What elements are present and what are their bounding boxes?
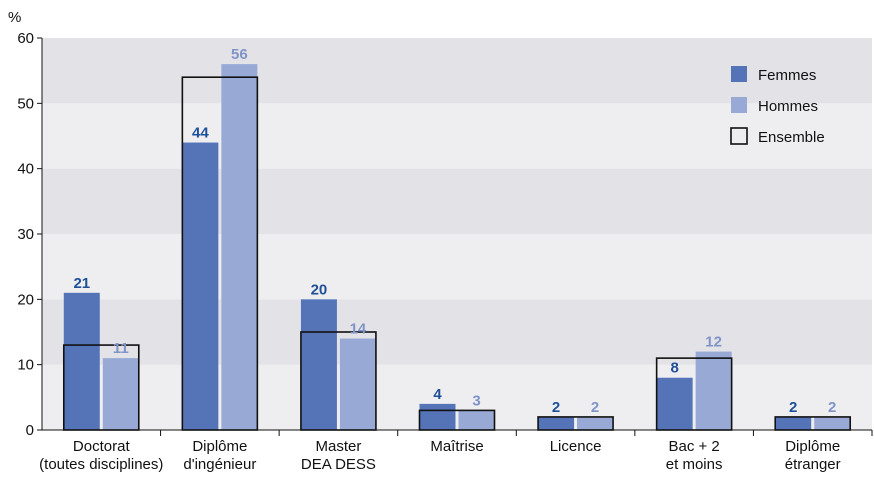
- legend-swatch-hommes: [731, 97, 747, 113]
- legend-label-ensemble: Ensemble: [758, 129, 825, 146]
- category-label: Doctorat: [73, 438, 131, 455]
- data-label-femmes: 2: [552, 399, 560, 416]
- category-label: Diplôme: [785, 438, 840, 455]
- bar-hommes: [695, 351, 732, 430]
- bar-hommes: [339, 338, 376, 430]
- data-label-hommes: 14: [350, 321, 367, 338]
- category-label: Licence: [550, 438, 602, 455]
- legend: Femmes Hommes Ensemble: [730, 66, 825, 146]
- grid-band: [42, 103, 872, 169]
- data-label-hommes: 56: [231, 46, 248, 63]
- grid-band: [42, 168, 872, 234]
- legend-swatch-ensemble: [730, 127, 748, 145]
- category-label: et moins: [666, 456, 723, 473]
- y-tick-label: 50: [17, 95, 34, 112]
- grid-band: [42, 234, 872, 300]
- y-tick-label: 10: [17, 357, 34, 374]
- data-label-femmes: 44: [192, 125, 209, 142]
- data-label-femmes: 21: [73, 275, 90, 292]
- data-label-femmes: 20: [311, 281, 328, 298]
- bar-femmes: [300, 299, 337, 430]
- bar-femmes: [419, 403, 456, 430]
- category-label: Bac + 2: [668, 438, 719, 455]
- y-tick-label: 60: [17, 30, 34, 47]
- grid-bands: [42, 38, 872, 430]
- bar-hommes: [458, 410, 495, 430]
- bar-hommes: [221, 64, 258, 430]
- data-label-femmes: 8: [670, 360, 678, 377]
- legend-label-hommes: Hommes: [758, 98, 818, 115]
- category-label: d'ingénieur: [183, 456, 256, 473]
- legend-label-femmes: Femmes: [758, 67, 816, 84]
- y-axis-unit: %: [8, 9, 21, 26]
- category-label: (toutes disciplines): [39, 456, 163, 473]
- data-label-hommes: 11: [113, 340, 129, 357]
- data-label-hommes: 2: [828, 399, 836, 416]
- grid-band: [42, 364, 872, 430]
- axes-layer: 0 10 20 30 40 50 60%: [8, 9, 873, 439]
- bar-femmes: [656, 377, 693, 430]
- bar-femmes: [538, 416, 575, 430]
- bar-femmes: [63, 292, 100, 430]
- y-tick-label: 0: [26, 422, 34, 439]
- y-tick-label: 20: [17, 291, 34, 308]
- category-label: DEA DESS: [301, 456, 376, 473]
- category-label: Diplôme: [192, 438, 247, 455]
- category-label: Maîtrise: [430, 438, 483, 455]
- data-label-femmes: 2: [789, 399, 797, 416]
- category-label: Master: [316, 438, 362, 455]
- bar-femmes: [182, 142, 219, 431]
- data-label-hommes: 12: [705, 334, 722, 351]
- y-tick-label: 30: [17, 226, 34, 243]
- y-tick-label: 40: [17, 161, 34, 178]
- bar-hommes: [577, 416, 614, 430]
- bar-femmes: [775, 416, 812, 430]
- data-label-hommes: 3: [472, 392, 480, 409]
- grid-band: [42, 299, 872, 365]
- grid-band: [42, 38, 872, 104]
- legend-swatch-femmes: [731, 66, 747, 82]
- bars-layer: [62, 64, 852, 431]
- bar-hommes: [814, 416, 851, 430]
- data-label-hommes: 2: [591, 399, 599, 416]
- data-label-femmes: 4: [433, 386, 442, 403]
- category-label: étranger: [785, 456, 841, 473]
- bar-hommes: [102, 358, 139, 430]
- labels-layer: 21 11 Doctorat(toutes disciplines) 44 56 Dipl…: [39, 46, 840, 473]
